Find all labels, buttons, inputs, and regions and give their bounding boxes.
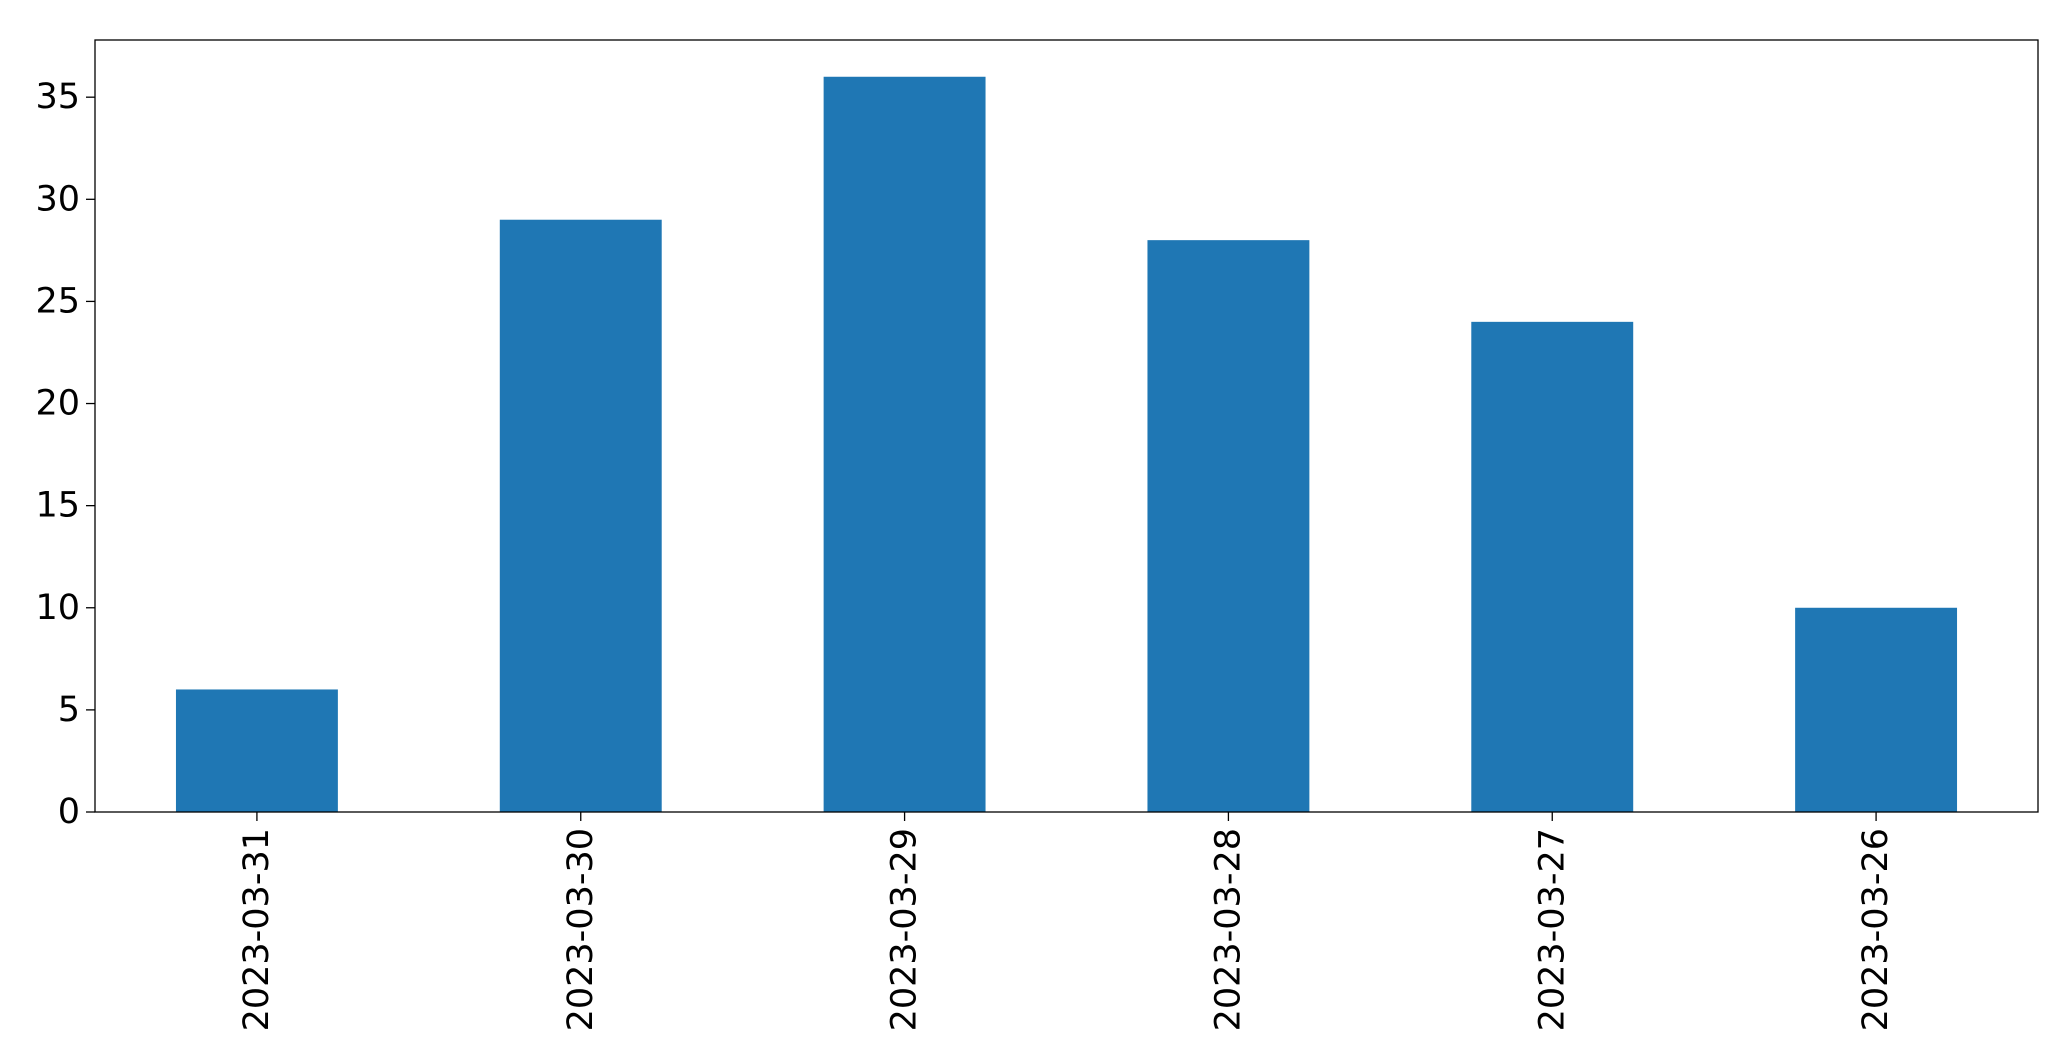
- y-tick-label: 20: [35, 384, 80, 424]
- bar-2023-03-27: [1471, 321, 1634, 812]
- x-tick-label: 2023-03-28: [1208, 828, 1248, 1031]
- bar-2023-03-29: [823, 76, 986, 812]
- y-axis: 0 5 10 15 20 25 30 35: [35, 77, 95, 832]
- bar-2023-03-31: [175, 689, 338, 812]
- y-tick-label: 5: [58, 690, 80, 730]
- x-tick-label: 2023-03-26: [1856, 828, 1896, 1031]
- y-tick-label: 10: [35, 588, 80, 628]
- x-tick-label: 2023-03-27: [1532, 828, 1572, 1031]
- x-tick-label: 2023-03-30: [561, 828, 601, 1031]
- bar-2023-03-30: [499, 219, 662, 813]
- x-tick-label: 2023-03-31: [237, 828, 277, 1031]
- y-tick-label: 30: [35, 179, 80, 219]
- plot-frame: [94, 39, 2039, 813]
- y-tick-label: 0: [58, 792, 80, 832]
- y-tick-label: 15: [35, 486, 80, 526]
- bar-2023-03-28: [1147, 240, 1310, 813]
- bar-2023-03-26: [1795, 607, 1958, 812]
- x-axis: 2023-03-31 2023-03-30 2023-03-29 2023-03-28…: [237, 812, 1896, 1031]
- bars-layer: [175, 76, 1958, 813]
- y-tick-label: 25: [35, 281, 80, 321]
- y-tick-label: 35: [35, 77, 80, 117]
- x-tick-label: 2023-03-29: [885, 828, 925, 1031]
